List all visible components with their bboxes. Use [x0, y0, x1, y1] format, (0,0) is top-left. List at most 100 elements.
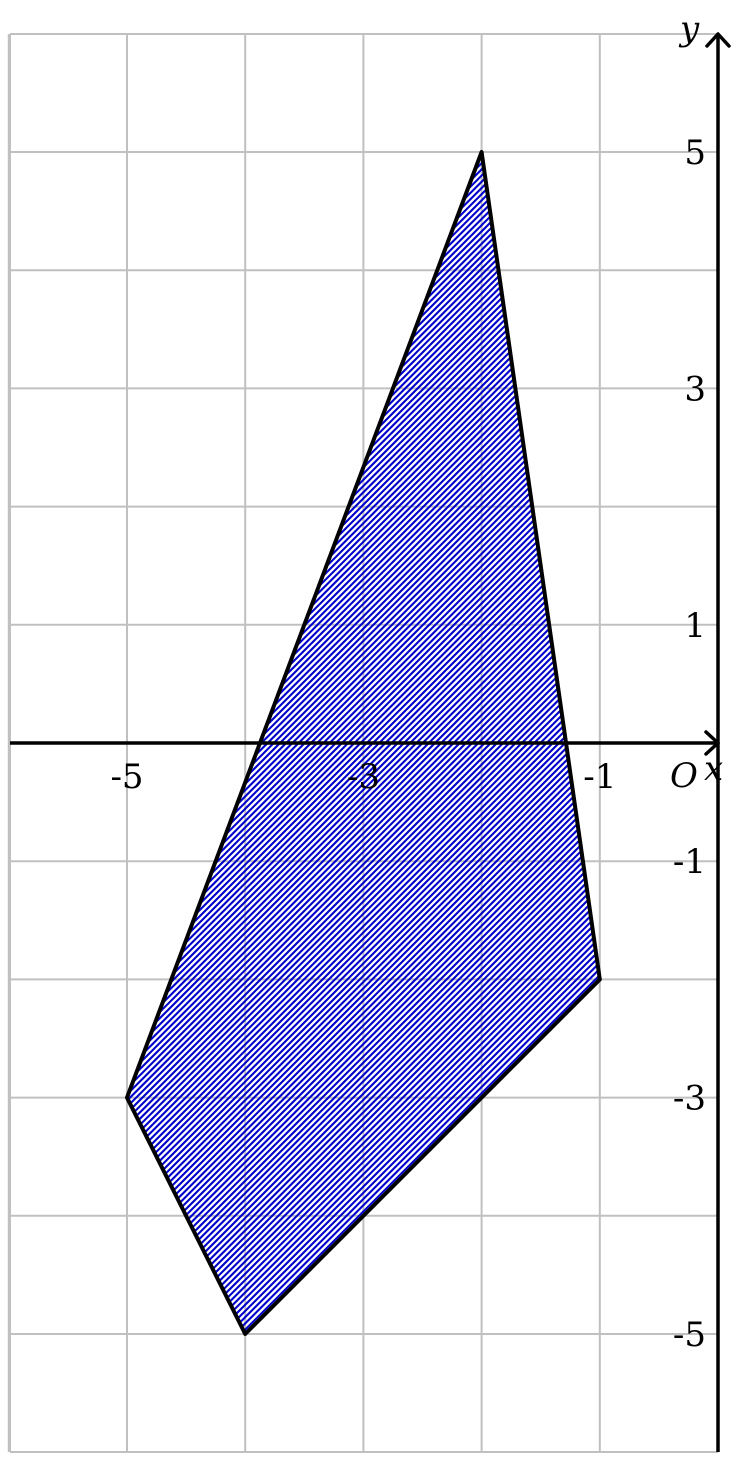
hatch-line	[0, 0, 6, 1462]
hatch-line	[620, 0, 753, 1462]
hatch-line	[127, 152, 510, 1334]
hatch-line	[645, 0, 753, 1462]
y-tick-label: 1	[684, 606, 706, 646]
hatch-line	[582, 152, 600, 1334]
hatch-line	[689, 0, 753, 1462]
hatch-line	[127, 152, 600, 1334]
origin-label: O	[670, 756, 698, 796]
x-axis-label: x	[704, 749, 723, 789]
hatch-line	[127, 152, 231, 1334]
y-axis-label: y	[678, 9, 700, 49]
hatch-line	[127, 152, 200, 1334]
hatch-line	[539, 152, 600, 1334]
hatch-line	[127, 152, 193, 1334]
hatch-line	[633, 0, 753, 1462]
hatch-line	[127, 152, 280, 1334]
y-axis-arrow-icon	[705, 32, 731, 48]
hatch-line	[127, 152, 600, 1334]
hatch-line	[136, 152, 600, 1334]
hatch-line	[563, 152, 600, 1334]
hatch-line	[127, 152, 131, 1334]
y-tick-label: -3	[673, 1079, 706, 1119]
hatch-line	[127, 152, 435, 1334]
hatch-line	[359, 152, 600, 1334]
hatch-line	[744, 0, 753, 1462]
hatch-line	[127, 152, 206, 1334]
hatch-line	[322, 152, 600, 1334]
hatch-line	[0, 0, 50, 1462]
hatch-line	[0, 0, 31, 1462]
hatch-line	[127, 152, 600, 1334]
hatch-line	[127, 152, 600, 1334]
x-tick-label: -3	[347, 757, 380, 797]
hatch-line	[127, 152, 600, 1334]
hatch-line	[0, 0, 87, 1462]
hatch-line	[732, 0, 753, 1462]
hatch-line	[127, 152, 600, 1334]
hatch-line	[127, 152, 162, 1334]
hatch-line	[608, 0, 753, 1462]
hatch-line	[272, 152, 600, 1334]
hatch-line	[477, 152, 600, 1334]
hatch-line	[127, 152, 379, 1334]
hatch-line	[127, 152, 144, 1334]
hatch-line	[127, 152, 175, 1334]
hatch-line	[0, 0, 118, 1462]
hatch-line	[545, 152, 600, 1334]
hatch-line	[127, 152, 286, 1334]
quadrilateral-outline	[125, 150, 602, 1336]
hatch-line	[695, 0, 753, 1462]
